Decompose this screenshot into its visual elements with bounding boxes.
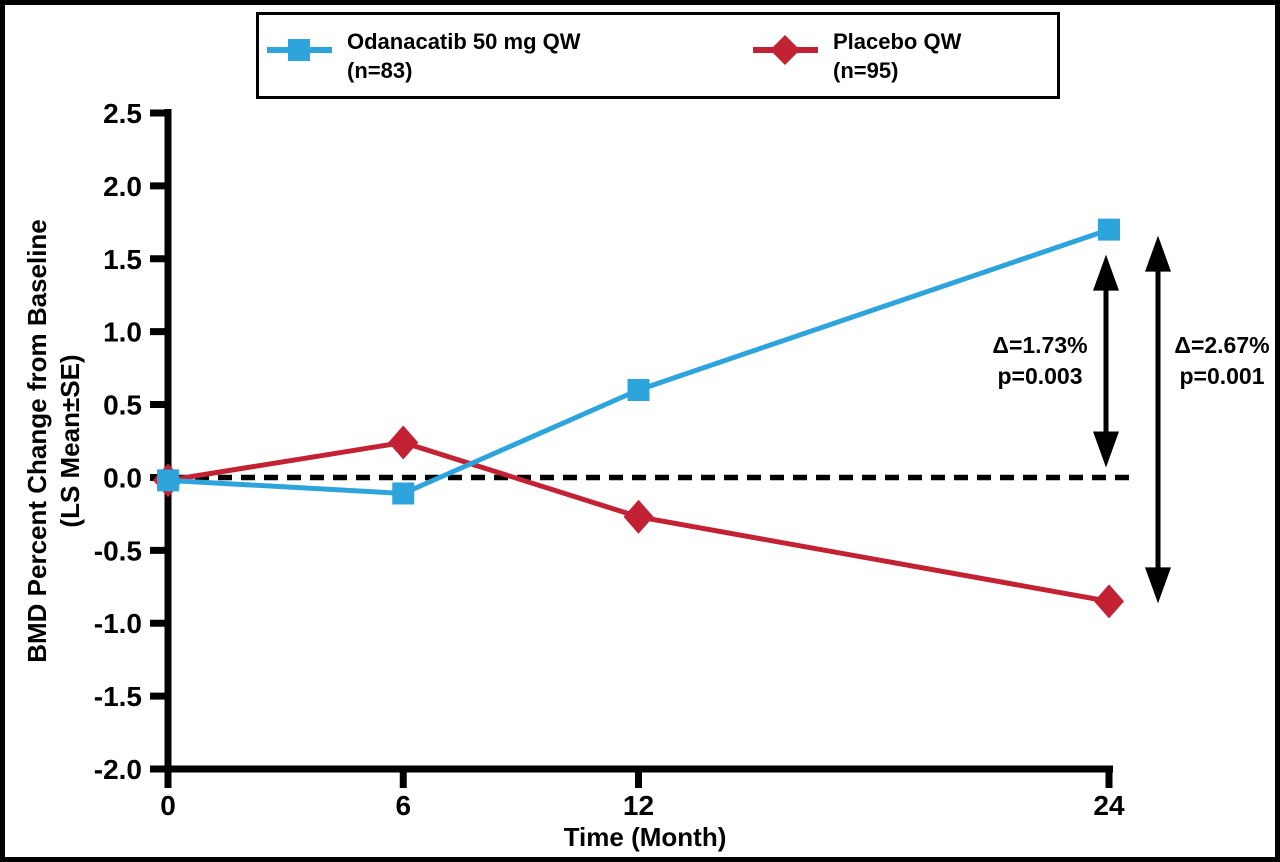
y-axis-title-line1: BMD Percent Change from Baseline (22, 219, 52, 663)
y-axis-title-line2: (LS Mean±SE) (55, 354, 85, 528)
legend: Odanacatib 50 mg QW (n=83) Placebo QW (n… (256, 12, 1060, 99)
y-tick-label: -1.5 (94, 681, 142, 712)
square-marker (627, 378, 650, 401)
y-axis-title: BMD Percent Change from Baseline (LS Mea… (21, 219, 87, 663)
y-tick-label: -2.0 (94, 754, 142, 785)
arrowhead-up-icon (1093, 254, 1119, 291)
x-tick-label: 12 (623, 790, 654, 821)
square-marker (157, 469, 179, 492)
arrowhead-down-icon (1093, 431, 1119, 468)
x-tick-label: 6 (395, 790, 411, 821)
y-axis-ticks: 2.5 2.0 1.5 1.0 0.5 0.0 -0.5 -1.0 -1.5 -2.0 (94, 98, 171, 785)
annotation-p-value: p=0.001 (1179, 363, 1265, 389)
diamond-marker (623, 499, 654, 534)
square-marker (392, 482, 415, 505)
y-tick-label: -0.5 (94, 535, 142, 566)
y-tick-label: 2.5 (103, 98, 142, 129)
x-tick-label: 0 (160, 790, 176, 821)
x-axis-ticks: 0 6 12 24 (160, 769, 1125, 821)
x-axis-title: Time (Month) (563, 822, 727, 852)
arrowhead-up-icon (1145, 235, 1171, 272)
bmd-line-chart: 2.5 2.0 1.5 1.0 0.5 0.0 -0.5 -1.0 -1.5 -2.0 0 6 12 24 (94, 98, 1171, 821)
diamond-marker (388, 425, 419, 460)
legend-label-odanacatib: Odanacatib 50 mg QW (347, 29, 581, 54)
annotation-p-value: p=0.003 (997, 363, 1083, 389)
legend-label-placebo: Placebo QW (833, 29, 962, 54)
annotation-delta-value: Δ=1.73% (992, 332, 1088, 358)
arrowhead-down-icon (1145, 567, 1171, 604)
legend-n-placebo: (n=95) (833, 58, 899, 83)
diamond-marker (1094, 584, 1124, 619)
x-tick-label: 24 (1093, 790, 1125, 821)
y-tick-label: 0.0 (103, 462, 142, 493)
y-tick-label: 1.5 (103, 244, 142, 275)
series-odanacatib (157, 218, 1120, 505)
annotation-delta-vs-placebo: Δ=2.67% p=0.001 (1174, 330, 1269, 392)
y-tick-label: 2.0 (103, 171, 142, 202)
odanacatib-square-marker-icon (267, 39, 332, 61)
y-tick-label: 1.0 (103, 317, 142, 348)
placebo-diamond-marker-icon (753, 35, 818, 65)
series-placebo (153, 425, 1124, 619)
annotation-delta-value: Δ=2.67% (1174, 332, 1270, 358)
delta-arrows (1093, 235, 1171, 604)
legend-n-odanacatib: (n=83) (347, 58, 413, 83)
axes (164, 109, 1113, 788)
annotation-delta-vs-baseline: Δ=1.73% p=0.003 (992, 330, 1087, 392)
legend-entry-odanacatib: Odanacatib 50 mg QW (n=83) (265, 27, 581, 85)
y-tick-label: 0.5 (103, 390, 142, 421)
legend-entry-placebo: Placebo QW (n=95) (751, 27, 961, 85)
y-tick-label: -1.0 (94, 608, 142, 639)
square-marker (1098, 218, 1120, 241)
